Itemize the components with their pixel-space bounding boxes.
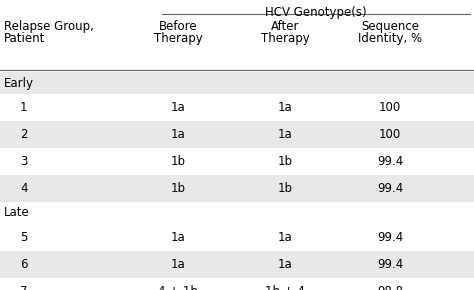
Text: Identity, %: Identity, % (358, 32, 422, 45)
Bar (0, 121, 474, 148)
Text: 1a: 1a (278, 231, 292, 244)
Text: 98.8: 98.8 (377, 285, 403, 290)
Text: 1b: 1b (171, 182, 185, 195)
Text: Therapy: Therapy (261, 32, 310, 45)
Text: Early: Early (4, 77, 34, 90)
Text: Before: Before (159, 20, 197, 33)
Text: 1a: 1a (171, 128, 185, 141)
Text: 4: 4 (20, 182, 27, 195)
Text: 1b: 1b (277, 155, 292, 168)
Text: 1a: 1a (171, 101, 185, 114)
Text: 99.4: 99.4 (377, 231, 403, 244)
Text: 100: 100 (379, 128, 401, 141)
Text: 1: 1 (20, 101, 27, 114)
Text: 100: 100 (379, 101, 401, 114)
Text: Sequence: Sequence (361, 20, 419, 33)
Text: 99.4: 99.4 (377, 258, 403, 271)
Text: 1a: 1a (171, 231, 185, 244)
Text: 1b + 4: 1b + 4 (265, 285, 305, 290)
Text: 1a: 1a (171, 258, 185, 271)
Text: 4 + 1b: 4 + 1b (158, 285, 198, 290)
Text: 7: 7 (20, 285, 27, 290)
Text: Patient: Patient (4, 32, 46, 45)
Text: 1a: 1a (278, 258, 292, 271)
Text: 1b: 1b (277, 182, 292, 195)
Text: HCV Genotype(s): HCV Genotype(s) (265, 6, 367, 19)
Bar (0, 175, 474, 202)
Text: 2: 2 (20, 128, 27, 141)
Text: 99.4: 99.4 (377, 182, 403, 195)
Text: Therapy: Therapy (154, 32, 202, 45)
Text: 6: 6 (20, 258, 27, 271)
Text: Late: Late (4, 206, 30, 220)
Text: Relapse Group,: Relapse Group, (4, 20, 94, 33)
Bar (0, 72, 474, 94)
Bar (0, 251, 474, 278)
Text: 5: 5 (20, 231, 27, 244)
Text: After: After (271, 20, 299, 33)
Text: 3: 3 (20, 155, 27, 168)
Text: 1b: 1b (171, 155, 185, 168)
Text: 99.4: 99.4 (377, 155, 403, 168)
Text: 1a: 1a (278, 101, 292, 114)
Text: 1a: 1a (278, 128, 292, 141)
